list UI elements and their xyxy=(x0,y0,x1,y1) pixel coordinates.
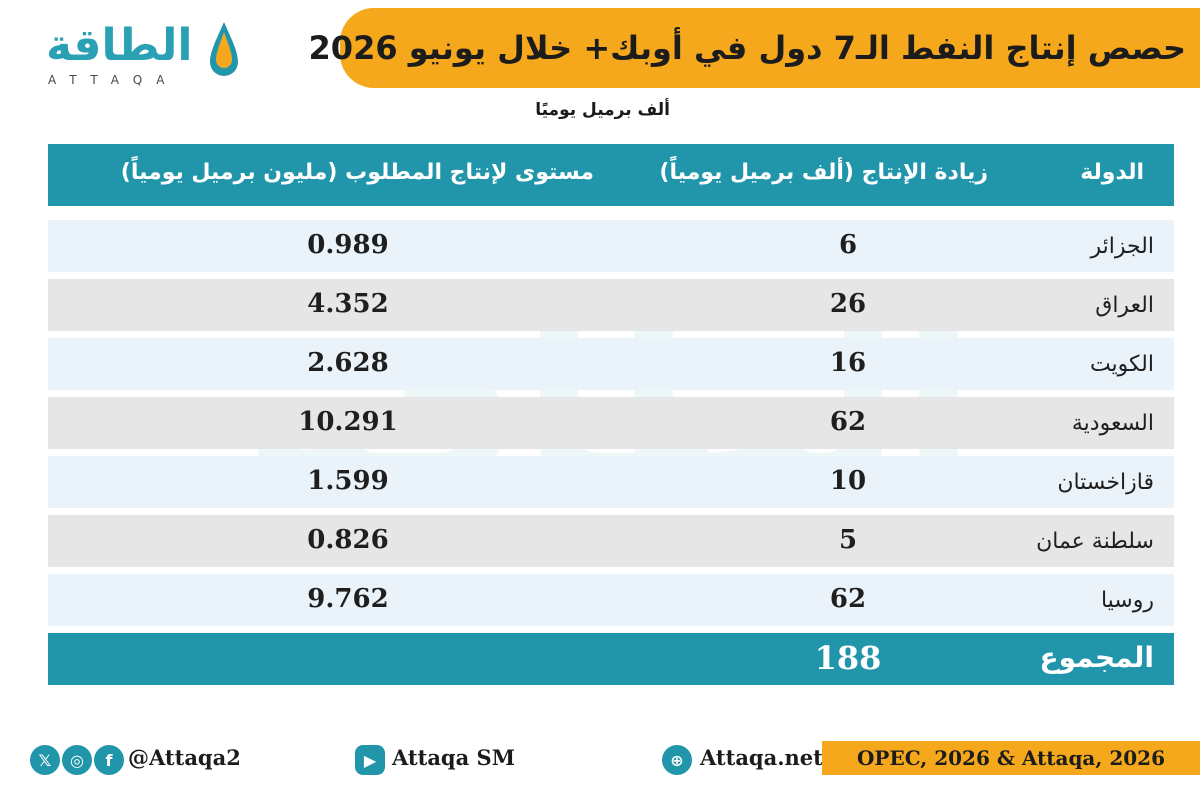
title-banner: حصص إنتاج النفط الـ7 دول في أوبك+ خلال ي… xyxy=(309,8,1200,88)
table-header: الدولة زيادة الإنتاج (ألف برميل يومياً) … xyxy=(48,144,1174,206)
level-cell: 0.826 xyxy=(307,525,389,555)
header-country: الدولة xyxy=(1080,160,1144,185)
instagram-icon[interactable]: ◎ xyxy=(62,745,92,775)
increase-cell: 62 xyxy=(829,407,867,437)
brand-logo: الطاقة xyxy=(46,20,193,71)
youtube-channel[interactable]: Attaqa SM xyxy=(392,745,515,770)
globe-icon[interactable]: ⊕ xyxy=(662,745,692,775)
total-row: المجموع 188 xyxy=(48,633,1174,685)
table-row: روسيا 62 9.762 xyxy=(48,574,1174,626)
country-cell: قازاخستان xyxy=(1057,470,1154,495)
increase-cell: 26 xyxy=(829,289,867,319)
increase-cell: 16 xyxy=(829,348,867,378)
table-row: الجزائر 6 0.989 xyxy=(48,220,1174,272)
source-text: OPEC, 2026 & Attaqa, 2026 xyxy=(857,746,1165,770)
increase-cell: 6 xyxy=(838,230,858,260)
level-cell: 2.628 xyxy=(307,348,389,378)
table-row: قازاخستان 10 1.599 xyxy=(48,456,1174,508)
increase-cell: 62 xyxy=(829,584,867,614)
level-cell: 0.989 xyxy=(307,230,389,260)
x-icon[interactable]: 𝕏 xyxy=(30,745,60,775)
country-cell: العراق xyxy=(1095,293,1154,318)
droplet-icon xyxy=(210,22,238,76)
country-cell: روسيا xyxy=(1100,588,1154,613)
unit-note: ألف برميل يوميًا xyxy=(535,100,670,120)
header-increase: زيادة الإنتاج (ألف برميل يومياً) xyxy=(659,160,988,185)
increase-cell: 5 xyxy=(838,525,858,555)
chart-title: حصص إنتاج النفط الـ7 دول في أوبك+ خلال ي… xyxy=(308,29,1186,67)
table-row: العراق 26 4.352 xyxy=(48,279,1174,331)
country-cell: السعودية xyxy=(1071,411,1154,436)
level-cell: 4.352 xyxy=(307,289,389,319)
level-cell: 10.291 xyxy=(298,407,398,437)
table-row: السعودية 62 10.291 xyxy=(48,397,1174,449)
table-row: سلطنة عمان 5 0.826 xyxy=(48,515,1174,567)
brand-latin: ATTAQA xyxy=(48,73,179,87)
country-cell: الكويت xyxy=(1089,352,1154,377)
youtube-icon[interactable]: ▶ xyxy=(355,745,385,775)
table-row: الكويت 16 2.628 xyxy=(48,338,1174,390)
website-link[interactable]: Attaqa.net xyxy=(700,745,823,770)
total-label: المجموع xyxy=(1039,641,1154,674)
increase-cell: 10 xyxy=(829,466,867,496)
source-box: OPEC, 2026 & Attaqa, 2026 xyxy=(822,741,1200,775)
social-handle[interactable]: @Attaqa2 xyxy=(128,745,241,770)
country-cell: سلطنة عمان xyxy=(1036,529,1154,554)
level-cell: 9.762 xyxy=(307,584,389,614)
total-increase: 188 xyxy=(814,639,882,677)
facebook-icon[interactable]: f xyxy=(94,745,124,775)
country-cell: الجزائر xyxy=(1090,234,1154,259)
header-level: مستوى لإنتاج المطلوب (مليون برميل يومياً… xyxy=(120,160,594,185)
level-cell: 1.599 xyxy=(307,466,389,496)
